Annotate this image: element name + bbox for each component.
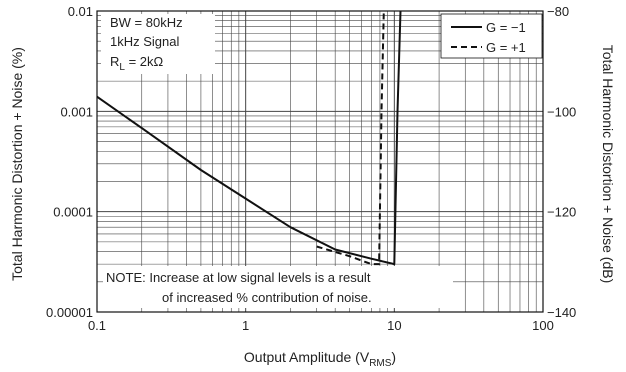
y-axis-right-title: Total Harmonic Distortion + Noise (dB) — [600, 45, 616, 283]
y-left-tick-label: 0.01 — [68, 4, 93, 19]
series-line-g-minus1 — [96, 10, 402, 266]
x-tick-label: 0.1 — [88, 318, 106, 333]
condition-signal: 1kHz Signal — [110, 34, 179, 49]
condition-bandwidth: BW = 80kHz — [110, 15, 183, 30]
y-left-tick-label: 0.0001 — [53, 205, 93, 220]
legend-label-g-plus1: G = +1 — [486, 40, 526, 55]
legend: G = −1 G = +1 — [440, 13, 543, 59]
series-line-g-plus1 — [316, 10, 385, 266]
legend-box — [440, 13, 543, 59]
conditions-box: BW = 80kHz 1kHz Signal RL = 2kΩ — [101, 14, 215, 74]
y-right-tick-label: −140 — [547, 305, 576, 320]
x-tick-label: 10 — [387, 318, 401, 333]
y-right-tick-label: −80 — [547, 4, 569, 19]
y-right-tick-label: −100 — [547, 104, 576, 119]
plot-frame — [96, 10, 544, 313]
note-line-2: of increased % contribution of noise. — [162, 290, 372, 305]
note-box-bg — [103, 266, 453, 308]
y-axis-left-title: Total Harmonic Distortion + Noise (%) — [9, 47, 25, 281]
note-line-1: NOTE: Increase at low signal levels is a… — [106, 270, 371, 285]
x-axis-title: Output Amplitude (VRMS) — [244, 349, 396, 369]
x-tick-label: 100 — [532, 318, 554, 333]
tick-labels: 0.1 1 10 100 0.00001 0.0001 0.001 0.01 −140 −120 −… — [46, 4, 576, 333]
series-layer — [96, 10, 402, 266]
conditions-box-bg — [101, 14, 215, 74]
legend-label-g-minus1: G = −1 — [486, 20, 526, 35]
condition-load: RL = 2kΩ — [110, 54, 163, 73]
y-left-tick-label: 0.001 — [60, 104, 93, 119]
y-right-tick-label: −120 — [547, 205, 576, 220]
note-box: NOTE: Increase at low signal levels is a… — [103, 266, 453, 308]
x-tick-label: 1 — [242, 318, 249, 333]
y-left-tick-label: 0.00001 — [46, 305, 93, 320]
